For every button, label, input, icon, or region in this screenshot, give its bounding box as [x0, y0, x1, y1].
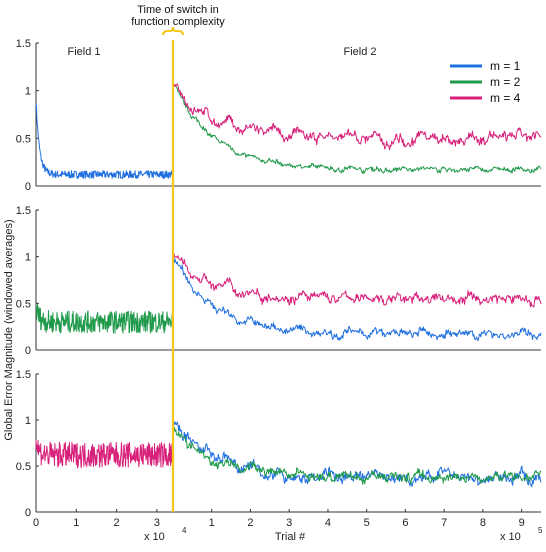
x2-tick-label: 2 — [247, 517, 253, 529]
legend-label: m = 4 — [490, 91, 521, 105]
series-line-m-2 — [172, 80, 542, 174]
series-line-m-2 — [172, 427, 542, 485]
x-axis-label: Trial # — [275, 531, 306, 543]
y-tick-label: 1.5 — [16, 369, 31, 381]
series-line-m-4 — [172, 83, 542, 151]
series-line-m-2 — [35, 304, 174, 334]
x-ticks: 0 1 2 3 1 2 3 4 5 6 7 8 9 — [33, 509, 525, 529]
series-line-m-1 — [172, 421, 542, 488]
x2-tick-label: 6 — [402, 517, 408, 529]
x1-tick-label: 3 — [154, 517, 160, 529]
x2-tick-label: 3 — [286, 517, 292, 529]
y-tick-label: 1 — [25, 252, 31, 264]
series-line-m-1 — [172, 255, 542, 342]
y-tick-label: 0.5 — [16, 298, 31, 310]
x1-tick-label: 2 — [114, 517, 120, 529]
x2-tick-label: 5 — [364, 517, 370, 529]
legend-label: m = 1 — [490, 59, 521, 73]
y-tick-label: 0 — [25, 181, 31, 193]
y-tick-label: 1.5 — [16, 205, 31, 217]
series-line-m-4 — [35, 440, 174, 469]
x1-multiplier: x 10 — [144, 531, 165, 543]
panels: 0 0.5 1 1.5 0 0.5 1 1.5 0 0.5 1 1.5 — [16, 38, 542, 519]
x1-tick-label: 0 — [33, 517, 39, 529]
y-tick-label: 0.5 — [16, 133, 31, 145]
series-line-m-1 — [35, 103, 174, 179]
y-tick-label: 0 — [25, 507, 31, 519]
y-tick-label: 1 — [25, 86, 31, 98]
switch-brace — [162, 26, 184, 36]
x1-tick-label: 1 — [73, 517, 79, 529]
x2-multiplier: x 10 — [500, 531, 521, 543]
legend: m = 1 m = 2 m = 4 — [450, 59, 521, 105]
series-line-m-4 — [172, 252, 542, 308]
x2-tick-label: 9 — [519, 517, 525, 529]
x2-tick-label: 4 — [325, 517, 331, 529]
annotation-line2: function complexity — [131, 16, 225, 28]
x2-tick-label: 1 — [209, 517, 215, 529]
annotation-line1: Time of switch in — [137, 4, 219, 16]
y-tick-label: 0 — [25, 345, 31, 357]
field2-label: Field 2 — [343, 46, 376, 58]
field1-label: Field 1 — [67, 46, 100, 58]
y-tick-label: 0.5 — [16, 461, 31, 473]
x2-tick-label: 7 — [441, 517, 447, 529]
x2-exponent: 5 — [538, 526, 543, 535]
x2-tick-label: 8 — [480, 517, 486, 529]
y-tick-label: 1 — [25, 415, 31, 427]
x1-exponent: 4 — [182, 526, 187, 535]
y-tick-label: 1.5 — [16, 38, 31, 50]
y-axis-label: Global Error Magnitude (windowed average… — [3, 219, 15, 440]
legend-label: m = 2 — [490, 75, 521, 89]
